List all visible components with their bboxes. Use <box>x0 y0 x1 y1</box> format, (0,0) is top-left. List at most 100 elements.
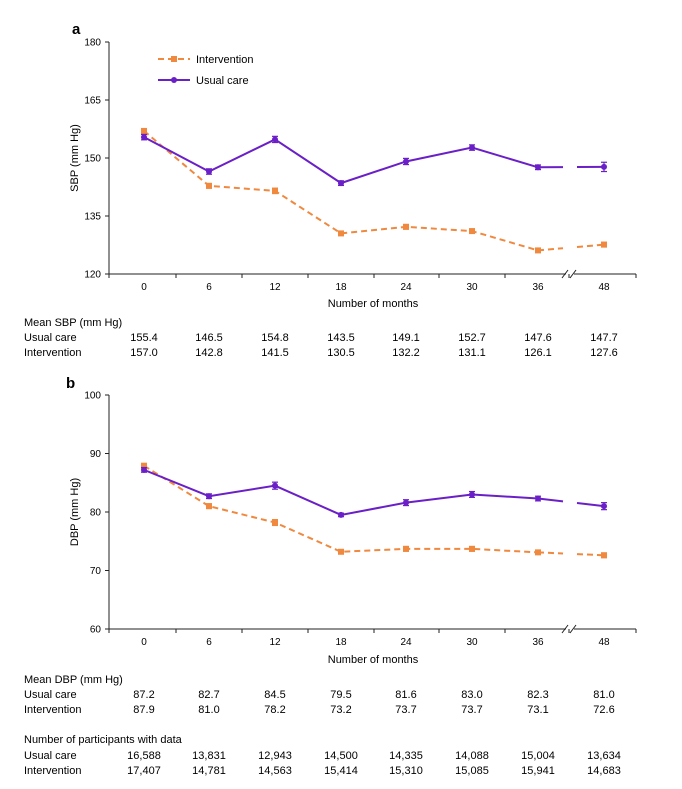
panel-b-y-tick-label: 70 <box>90 566 102 577</box>
dbp-row-label: Usual care <box>24 689 77 701</box>
panel-b-point-usual-care <box>141 466 147 473</box>
dbp-cell: 82.7 <box>198 689 219 701</box>
participants-cell: 14,563 <box>258 765 292 777</box>
participants-cell: 14,088 <box>455 750 489 762</box>
panel-a-point-usual-care <box>338 180 344 187</box>
panel-b-point-intervention <box>338 548 344 555</box>
panel-a-x-tick-label: 6 <box>206 282 212 293</box>
panel-b-line-usual-care-to-break <box>537 497 564 503</box>
panel-b-point-intervention <box>535 549 541 556</box>
sbp-cell: 157.0 <box>130 347 158 359</box>
panel-a-y-tick-label: 180 <box>84 38 101 49</box>
panel-b-y-tick-label: 90 <box>90 449 102 460</box>
panel-b-x-tick-label: 0 <box>141 637 147 648</box>
panel-a-x-tick-label: 48 <box>598 282 610 293</box>
panel-a-point-intervention <box>338 230 344 237</box>
panel-b-line-usual-care-after-break <box>576 502 605 508</box>
sbp-cell: 131.1 <box>458 347 486 359</box>
participants-cell: 14,683 <box>587 765 621 777</box>
panel-a-point-intervention <box>141 127 147 134</box>
dbp-cell: 72.6 <box>593 704 614 716</box>
participants-cell: 15,310 <box>389 765 423 777</box>
panel-b-axis-break-mark <box>569 624 577 634</box>
participants-cell: 14,500 <box>324 750 358 762</box>
panel-a-line-intervention-to-break <box>537 247 564 252</box>
participants-cell: 15,004 <box>521 750 555 762</box>
participants-cell: 17,407 <box>127 765 161 777</box>
sbp-cell: 127.6 <box>590 347 618 359</box>
legend: Intervention Usual care <box>158 54 253 87</box>
participants-cell: 13,634 <box>587 750 621 762</box>
participants-cell: 15,414 <box>324 765 358 777</box>
participants-cell: 15,941 <box>521 765 555 777</box>
panel-b-x-tick-label: 48 <box>598 637 610 648</box>
legend-intervention-marker <box>171 56 177 62</box>
panel-b-point-intervention <box>403 545 409 552</box>
panel-a-point-intervention <box>601 241 607 248</box>
panel-a-point-intervention <box>535 247 541 254</box>
sbp-cell: 147.7 <box>590 332 618 344</box>
panel-b-line-intervention-to-break <box>537 551 564 555</box>
panel-a-x-tick-label: 36 <box>532 282 544 293</box>
sbp-cell: 149.1 <box>392 332 420 344</box>
panel-a-point-intervention <box>206 182 212 189</box>
panel-a-axis-break-mark <box>569 269 577 279</box>
participants-cell: 14,335 <box>389 750 423 762</box>
panel-a-point-usual-care <box>469 144 475 151</box>
panel-b-x-tick-label: 30 <box>466 637 478 648</box>
panel-a-x-axis-title: Number of months <box>328 298 419 310</box>
panel-a-x-tick-label: 12 <box>269 282 281 293</box>
sbp-cell: 142.8 <box>195 347 223 359</box>
panel-b-point-intervention <box>206 503 212 510</box>
dbp-cell: 78.2 <box>264 704 285 716</box>
dbp-cell: 87.9 <box>133 704 154 716</box>
panel-b-x-tick-label: 12 <box>269 637 281 648</box>
panel-b-point-usual-care <box>206 493 212 500</box>
panel-a-point-intervention <box>272 187 278 194</box>
participants-cell: 13,831 <box>192 750 226 762</box>
panel-b-point-intervention <box>272 519 278 526</box>
dbp-cell: 82.3 <box>527 689 548 701</box>
panel-b-line-intervention-after-break <box>576 553 605 557</box>
panel-b-point-intervention <box>469 545 475 552</box>
panel-b-label: b <box>66 375 75 392</box>
sbp-cell: 152.7 <box>458 332 486 344</box>
panel-b-point-usual-care <box>338 511 344 518</box>
dbp-cell: 81.0 <box>198 704 219 716</box>
panel-b-y-tick-label: 100 <box>84 391 101 402</box>
dbp-cell: 73.7 <box>395 704 416 716</box>
dbp-table-title: Mean DBP (mm Hg) <box>24 674 123 686</box>
dbp-cell: 83.0 <box>461 689 482 701</box>
panel-b-y-axis-title: DBP (mm Hg) <box>69 478 81 546</box>
panel-b-axis-break-mark <box>561 624 569 634</box>
dbp-cell: 81.0 <box>593 689 614 701</box>
panel-a-x-tick-label: 24 <box>400 282 412 293</box>
participants-cell: 14,781 <box>192 765 226 777</box>
legend-usual-care-marker <box>171 77 177 83</box>
panel-b-point-usual-care <box>403 499 409 506</box>
participants-row-label: Intervention <box>24 765 81 777</box>
dbp-cell: 73.7 <box>461 704 482 716</box>
panel-b-x-tick-label: 18 <box>335 637 347 648</box>
panel-b-x-axis-title: Number of months <box>328 654 419 666</box>
panel-a-x-tick-label: 30 <box>466 282 478 293</box>
panel-a-point-usual-care <box>535 164 541 171</box>
legend-intervention-label: Intervention <box>196 54 253 66</box>
dbp-cell: 79.5 <box>330 689 351 701</box>
panel-b-point-usual-care <box>469 491 475 498</box>
participants-row-label: Usual care <box>24 750 77 762</box>
panel-b-point-usual-care <box>601 503 607 510</box>
panel-a-point-intervention <box>403 223 409 230</box>
panel-a-point-usual-care <box>272 136 278 143</box>
panel-a-line-usual-care <box>143 136 539 185</box>
panel-a-y-tick-label: 165 <box>84 96 101 107</box>
panel-b-point-usual-care <box>535 495 541 502</box>
dbp-cell: 84.5 <box>264 689 285 701</box>
panel-b-y-tick-label: 80 <box>90 508 102 519</box>
sbp-row-label: Intervention <box>24 347 81 359</box>
sbp-cell: 146.5 <box>195 332 223 344</box>
panel-b-point-intervention <box>141 462 147 469</box>
dbp-cell: 87.2 <box>133 689 154 701</box>
participants-cell: 15,085 <box>455 765 489 777</box>
